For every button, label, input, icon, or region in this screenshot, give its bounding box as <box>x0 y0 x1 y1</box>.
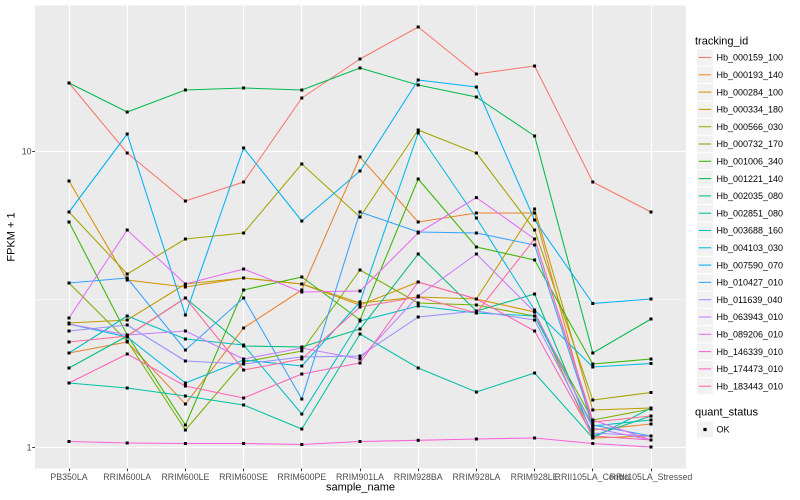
svg-text:Hb_002035_080: Hb_002035_080 <box>717 191 784 201</box>
svg-text:RRIM600SE: RRIM600SE <box>219 472 268 482</box>
svg-text:Hb_000334_180: Hb_000334_180 <box>717 105 784 115</box>
svg-text:Hb_183443_010: Hb_183443_010 <box>717 381 784 391</box>
svg-text:Hb_000193_140: Hb_000193_140 <box>717 70 784 80</box>
svg-text:RRIM901LA: RRIM901LA <box>336 472 384 482</box>
svg-text:Hb_146339_010: Hb_146339_010 <box>717 347 784 357</box>
svg-text:RRII105LA_Stressed: RRII105LA_Stressed <box>610 472 693 482</box>
svg-text:RRIM928LA: RRIM928LA <box>452 472 500 482</box>
svg-text:RRIM928BA: RRIM928BA <box>394 472 443 482</box>
svg-text:RRIM600LA: RRIM600LA <box>103 472 151 482</box>
svg-text:PB350LA: PB350LA <box>50 472 87 482</box>
svg-text:Hb_000732_170: Hb_000732_170 <box>717 139 784 149</box>
svg-text:Hb_004103_030: Hb_004103_030 <box>717 243 784 253</box>
svg-text:FPKM + 1: FPKM + 1 <box>6 212 18 261</box>
svg-text:Hb_010427_010: Hb_010427_010 <box>717 278 784 288</box>
svg-text:Hb_001221_140: Hb_001221_140 <box>717 174 784 184</box>
svg-text:OK: OK <box>717 425 730 435</box>
svg-text:Hb_007590_070: Hb_007590_070 <box>717 260 784 270</box>
svg-text:quant_status: quant_status <box>695 407 758 419</box>
svg-text:sample_name: sample_name <box>326 482 395 494</box>
svg-text:RRIM600PE: RRIM600PE <box>277 472 326 482</box>
svg-text:Hb_011639_040: Hb_011639_040 <box>717 295 783 305</box>
svg-text:Hb_000159_100: Hb_000159_100 <box>717 53 784 63</box>
svg-text:Hb_000284_100: Hb_000284_100 <box>717 87 784 97</box>
svg-text:Hb_003688_160: Hb_003688_160 <box>717 226 784 236</box>
svg-text:RRII105LA_Control: RRII105LA_Control <box>555 472 631 482</box>
svg-text:Hb_001006_340: Hb_001006_340 <box>717 157 784 167</box>
svg-text:Hb_002851_080: Hb_002851_080 <box>717 208 784 218</box>
svg-text:Hb_000566_030: Hb_000566_030 <box>717 122 784 132</box>
svg-text:RRIM600LE: RRIM600LE <box>161 472 209 482</box>
svg-text:Hb_063943_010: Hb_063943_010 <box>717 312 784 322</box>
svg-text:tracking_id: tracking_id <box>695 36 748 48</box>
svg-text:10: 10 <box>22 147 32 157</box>
svg-text:Hb_089206_010: Hb_089206_010 <box>717 330 784 340</box>
svg-text:1: 1 <box>27 443 32 453</box>
svg-text:Hb_174473_010: Hb_174473_010 <box>717 364 784 374</box>
svg-text:RRIM928LE: RRIM928LE <box>511 472 559 482</box>
